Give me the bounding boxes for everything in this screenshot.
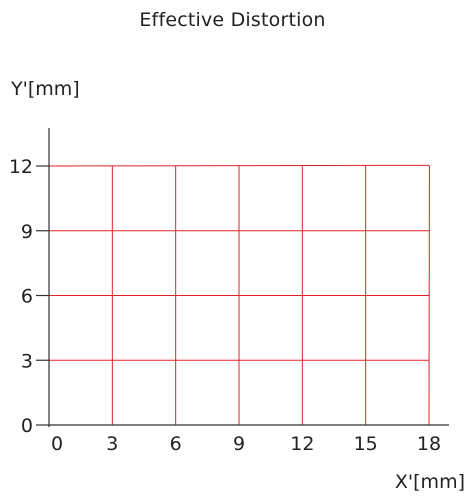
x-tick-label-0: 0 bbox=[51, 433, 63, 455]
distortion-grid bbox=[48, 164, 430, 426]
y-axis-label: Y'[mm] bbox=[11, 78, 80, 100]
x-axis-label: X'[mm] bbox=[394, 471, 465, 493]
y-tick-label-2: 6 bbox=[21, 286, 33, 308]
y-tick-label-3: 9 bbox=[21, 221, 33, 243]
x-tick-label-4: 12 bbox=[290, 433, 314, 455]
tick-labels: 0 3 6 9 12 0 3 6 9 12 15 18 bbox=[9, 156, 441, 455]
grid-line-4 bbox=[48, 164, 430, 167]
chart-title: Effective Distortion bbox=[139, 9, 326, 31]
x-tick-label-3: 9 bbox=[233, 433, 245, 455]
y-tick-label-4: 12 bbox=[9, 156, 33, 178]
axes bbox=[48, 128, 449, 427]
y-tick-label-1: 3 bbox=[21, 350, 33, 372]
y-tick-label-0: 0 bbox=[21, 415, 33, 437]
x-tick-label-2: 6 bbox=[170, 433, 182, 455]
x-tick-label-1: 3 bbox=[106, 433, 118, 455]
x-tick-label-5: 15 bbox=[354, 433, 378, 455]
x-tick-label-6: 18 bbox=[417, 433, 441, 455]
